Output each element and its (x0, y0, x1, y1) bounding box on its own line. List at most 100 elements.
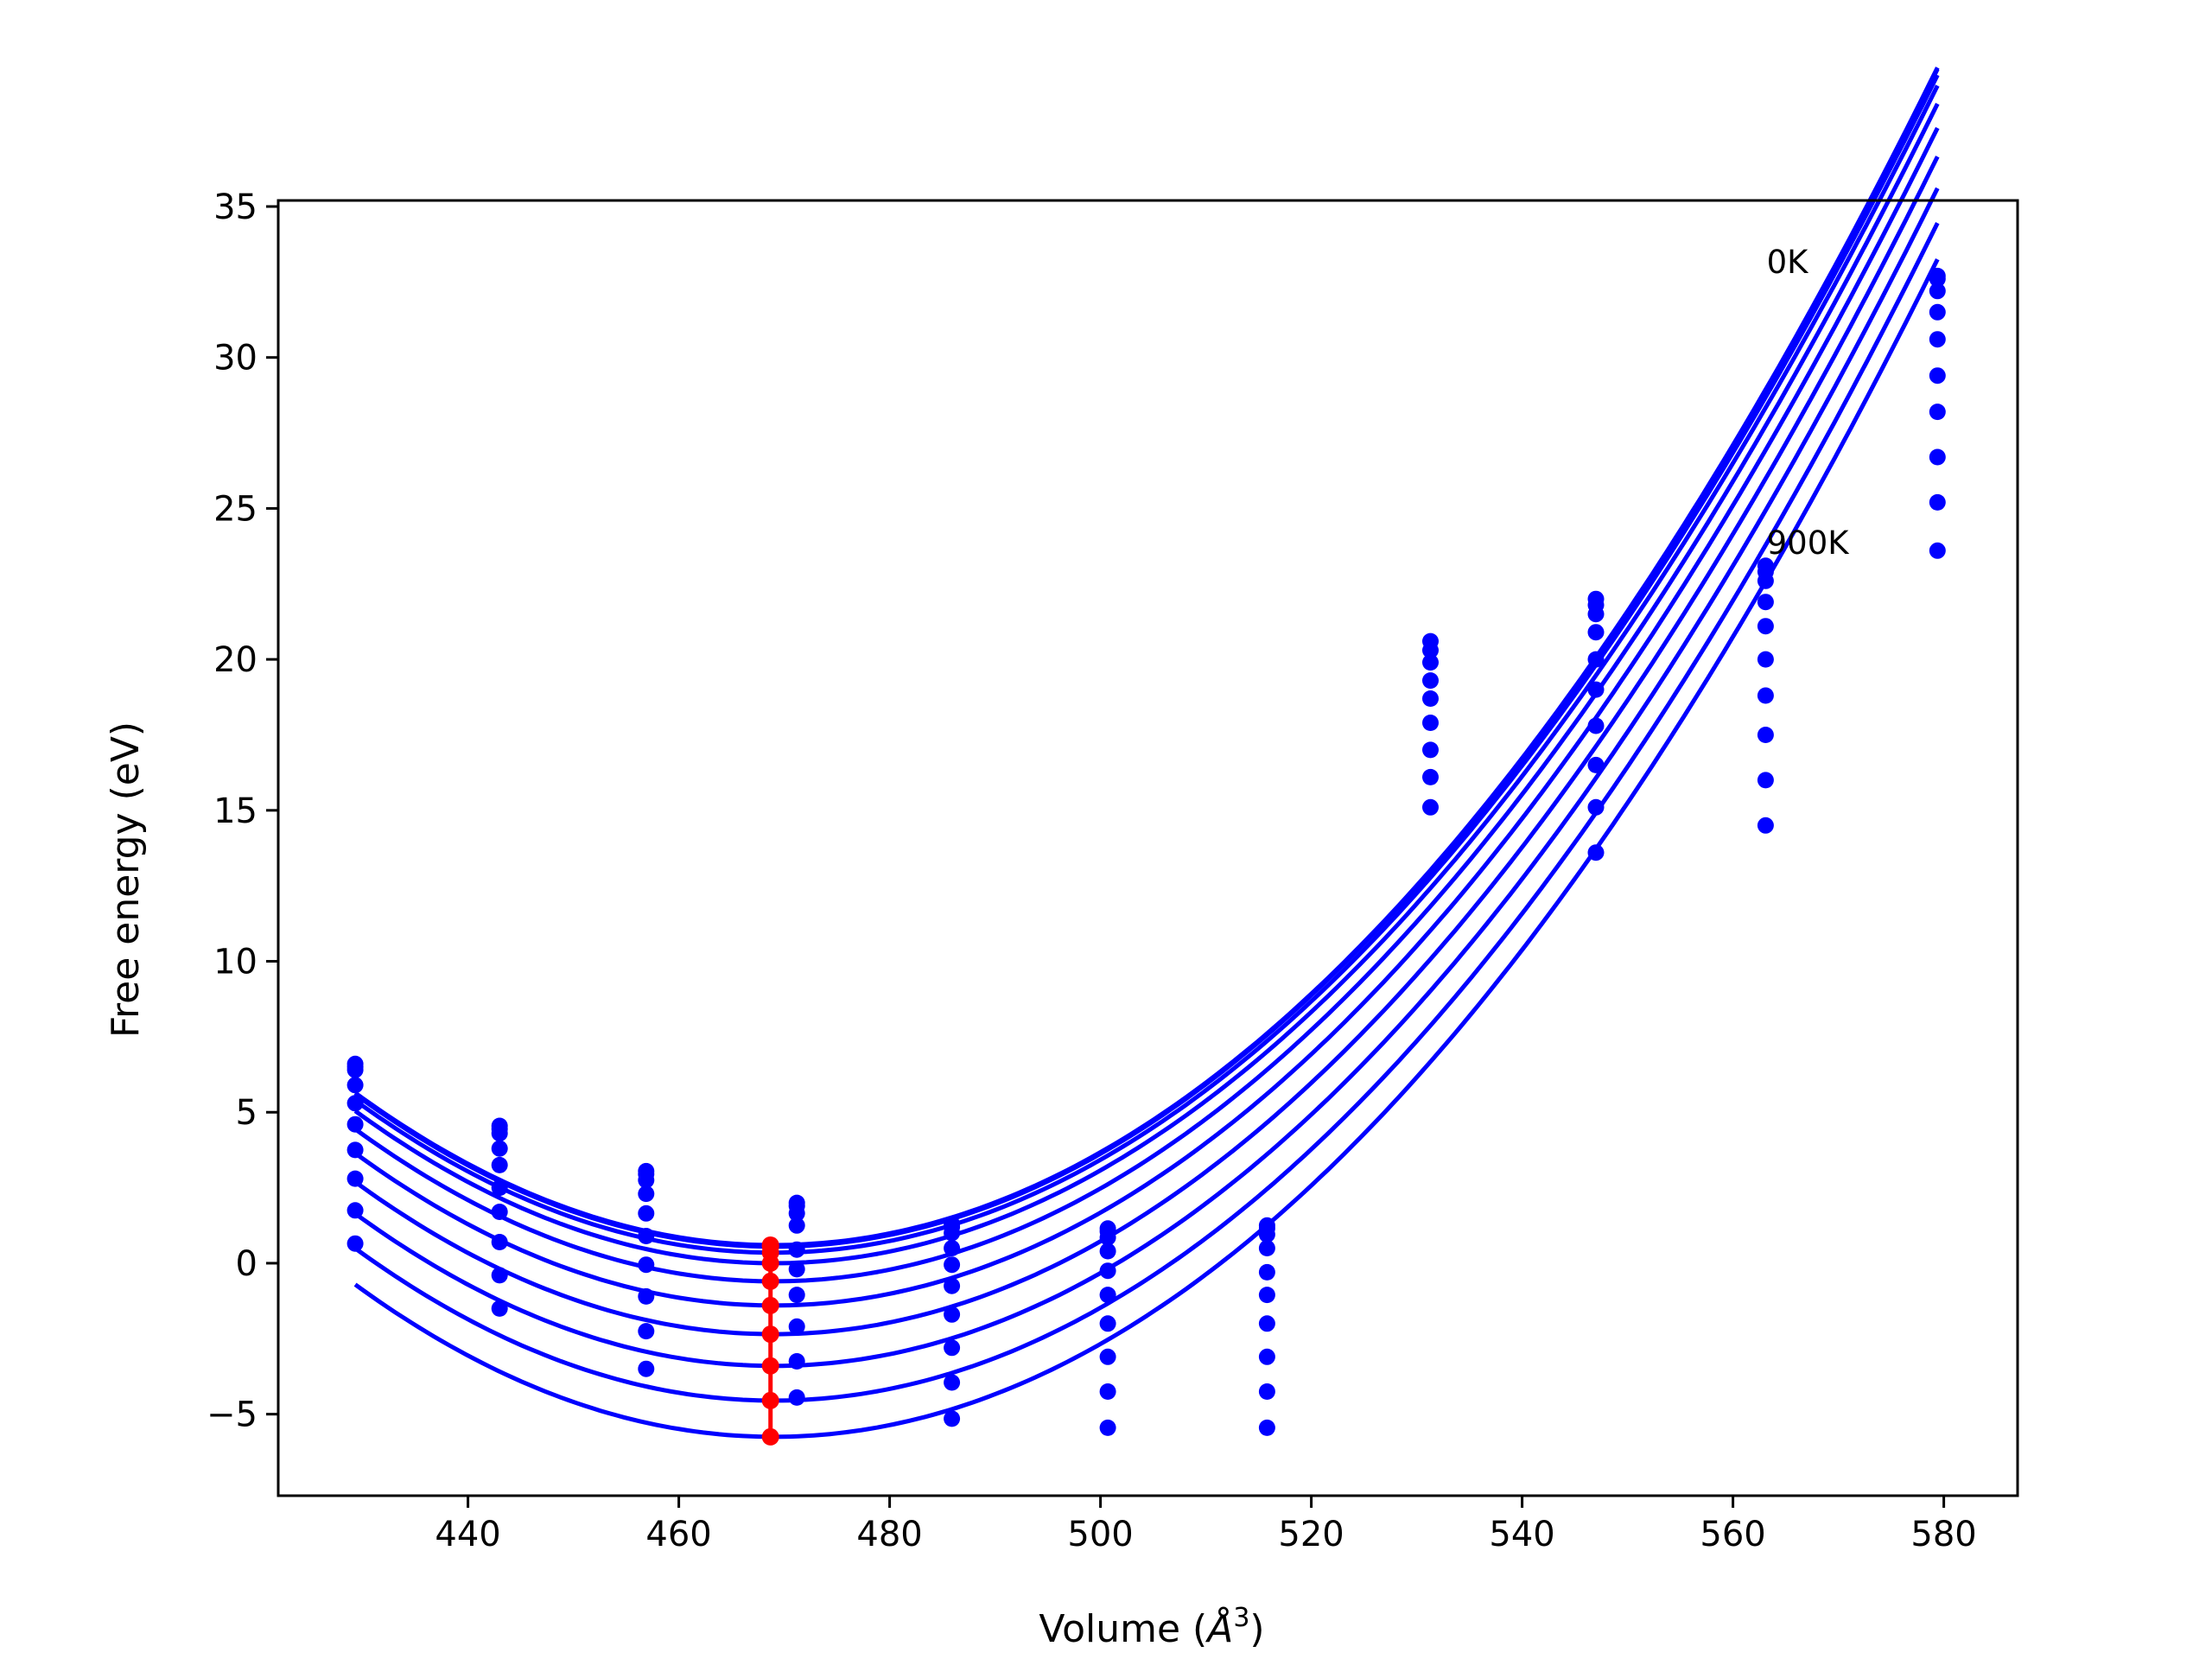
x-tick-label: 560 (1700, 1515, 1765, 1554)
y-tick-label: 15 (213, 791, 257, 831)
data-point-500K-1 (491, 1179, 508, 1197)
y-tick-label: 5 (236, 1093, 257, 1133)
data-point-900K-10 (1929, 542, 1946, 559)
data-point-200K-1 (491, 1125, 508, 1142)
fit-curve-700K (353, 187, 1940, 1369)
x-axis-label-exponent: 3 (1233, 1603, 1249, 1633)
data-point-400K-2 (638, 1205, 655, 1222)
data-point-400K-7 (1422, 690, 1439, 707)
data-point-200K-4 (944, 1224, 961, 1242)
data-point-300K-2 (638, 1185, 655, 1203)
data-point-200K-2 (638, 1172, 655, 1189)
minimum-point-9 (761, 1427, 779, 1446)
data-point-600K-7 (1422, 741, 1439, 759)
data-point-900K-5 (1099, 1419, 1116, 1436)
fit-curve-800K (353, 221, 1940, 1403)
data-point-300K-4 (944, 1240, 961, 1256)
data-point-800K-7 (1422, 798, 1439, 816)
data-point-100K-10 (1929, 270, 1946, 288)
data-point-600K-3 (788, 1287, 805, 1304)
minimum-point-6 (761, 1325, 779, 1344)
fit-curve-900K (353, 257, 1940, 1440)
minimum-point-5 (761, 1296, 779, 1314)
minimum-point-4 (761, 1272, 779, 1290)
data-point-700K-10 (1929, 448, 1946, 466)
data-point-900K-9 (1757, 817, 1774, 834)
data-point-800K-10 (1929, 493, 1946, 511)
data-point-800K-9 (1757, 772, 1774, 789)
data-point-300K-10 (1929, 303, 1946, 321)
y-tick-label: 30 (213, 339, 257, 378)
fit-curve-300K (353, 84, 1940, 1266)
data-point-300K-8 (1587, 624, 1605, 641)
x-axis-ticks: 440 460 480 500 520 540 560 580 (435, 1496, 1977, 1554)
data-point-700K-0 (346, 1170, 364, 1187)
data-point-900K-3 (788, 1389, 805, 1406)
data-point-500K-3 (788, 1261, 805, 1278)
x-axis-label: Volume (Å3) (1039, 1603, 1264, 1651)
data-point-300K-7 (1422, 672, 1439, 690)
data-point-400K-3 (788, 1241, 805, 1258)
data-point-600K-8 (1587, 717, 1605, 734)
data-point-900K-6 (1258, 1419, 1275, 1436)
data-point-700K-9 (1757, 727, 1774, 743)
data-point-800K-4 (944, 1374, 961, 1391)
data-point-600K-10 (1929, 404, 1946, 421)
data-point-200K-3 (788, 1205, 805, 1222)
data-point-600K-5 (1099, 1315, 1116, 1332)
y-tick-label: 20 (213, 640, 257, 680)
data-point-300K-1 (491, 1140, 508, 1157)
data-point-200K-7 (1422, 654, 1439, 671)
data-point-600K-9 (1757, 687, 1774, 704)
fit-curve-200K (353, 73, 1940, 1255)
data-point-700K-2 (638, 1287, 655, 1305)
minimum-point-3 (761, 1254, 779, 1272)
plot-frame (276, 199, 2019, 1497)
x-tick-label: 460 (645, 1515, 711, 1554)
annotation-0K: 0K (1767, 244, 1810, 281)
data-point-300K-3 (788, 1217, 805, 1234)
annotation-900K: 900K (1767, 524, 1851, 562)
data-point-500K-9 (1757, 651, 1774, 668)
data-point-400K-1 (491, 1156, 508, 1173)
data-point-700K-3 (788, 1318, 805, 1335)
data-point-200K-8 (1587, 606, 1605, 623)
fit-curve-400K (353, 102, 1940, 1284)
data-point-600K-2 (638, 1256, 655, 1274)
x-tick-label: 540 (1489, 1515, 1554, 1554)
data-point-400K-6 (1258, 1263, 1275, 1281)
data-point-800K-2 (638, 1323, 655, 1340)
y-tick-label: 10 (213, 943, 257, 982)
minimum-line (761, 1236, 779, 1446)
data-point-400K-9 (1757, 618, 1774, 635)
data-point-500K-0 (346, 1116, 364, 1133)
y-axis-ticks: −5 0 5 10 15 20 25 30 35 (207, 188, 278, 1435)
data-point-700K-8 (1587, 756, 1605, 773)
data-point-500K-8 (1587, 681, 1605, 698)
data-point-700K-7 (1422, 768, 1439, 785)
x-tick-label: 440 (435, 1515, 500, 1554)
data-points (346, 267, 1946, 1436)
angstrom-symbol: Å (1205, 1605, 1233, 1651)
data-point-100K-7 (1422, 642, 1439, 659)
fit-curve-500K (353, 126, 1940, 1308)
data-point-900K-0 (346, 1235, 364, 1252)
x-tick-label: 520 (1278, 1515, 1344, 1554)
data-point-700K-1 (491, 1234, 508, 1250)
data-point-900K-2 (638, 1360, 655, 1377)
data-point-600K-0 (346, 1141, 364, 1159)
y-tick-label: 0 (236, 1244, 257, 1284)
minimum-point-7 (761, 1357, 779, 1375)
data-point-600K-1 (491, 1204, 508, 1220)
data-point-500K-10 (1929, 367, 1946, 385)
data-point-800K-5 (1099, 1383, 1116, 1400)
data-point-700K-5 (1099, 1348, 1116, 1365)
data-point-300K-5 (1099, 1243, 1116, 1260)
y-axis-label: Free energy (eV) (104, 721, 148, 1038)
data-point-200K-5 (1099, 1229, 1116, 1246)
data-point-500K-4 (944, 1277, 961, 1294)
data-point-500K-7 (1422, 715, 1439, 731)
annotations: 0K 900K (1767, 244, 1851, 562)
